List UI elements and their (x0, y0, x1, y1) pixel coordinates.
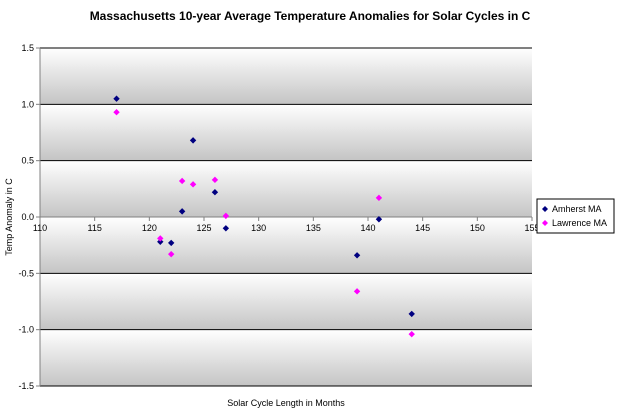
x-tick-label: 120 (142, 223, 157, 233)
plot-band (40, 217, 532, 274)
y-tick-label: -1.5 (18, 381, 34, 391)
y-tick-label: 0.5 (21, 156, 34, 166)
plot-band (40, 329, 532, 386)
y-tick-label: 0.0 (21, 212, 34, 222)
data-point-amherst-ma (408, 310, 415, 318)
y-tick-label: 1.5 (21, 43, 34, 53)
data-point-lawrence-ma (353, 288, 361, 295)
y-tick-label: -1.0 (18, 325, 34, 335)
chart-title: Massachusetts 10-year Average Temperatur… (90, 9, 531, 23)
data-point-lawrence-ma (157, 235, 164, 242)
y-tick-label: -0.5 (18, 268, 34, 278)
plot-band (40, 104, 532, 161)
y-tick-label: 1.0 (21, 99, 34, 109)
plot-band (40, 48, 532, 105)
x-tick-label: 150 (470, 223, 485, 233)
legend-marker (542, 206, 548, 212)
y-axis-ticks: 1.5 1.0 0.5 0.0 -0.5 -1.0 -1.5 (18, 43, 40, 391)
legend-marker (542, 220, 548, 226)
legend-entry: Amherst MA (552, 204, 602, 214)
data-point-lawrence-ma (189, 181, 197, 188)
data-point-lawrence-ma (222, 212, 230, 220)
data-point-lawrence-ma (178, 177, 186, 185)
x-tick-label: 125 (196, 223, 211, 233)
data-point-amherst-ma (189, 137, 197, 144)
x-tick-label: 145 (415, 223, 430, 233)
plot-band (40, 160, 532, 217)
plot-area (40, 48, 532, 386)
data-point-amherst-ma (375, 216, 383, 223)
x-tick-label: 130 (251, 223, 266, 233)
x-tick-label: 110 (33, 223, 47, 233)
y-axis-label: Temp Anomaly in C (4, 178, 14, 256)
data-point-lawrence-ma (168, 250, 175, 258)
data-point-amherst-ma (168, 239, 175, 247)
data-points (113, 95, 415, 338)
x-tick-label: 115 (87, 223, 101, 233)
x-tick-label: 155 (524, 223, 539, 233)
legend: Amherst MA Lawrence MA (536, 198, 615, 234)
x-axis-ticks: 110 115 120 125 130 135 140 145 150 155 (33, 217, 540, 233)
data-point-amherst-ma (178, 208, 186, 215)
data-point-lawrence-ma (375, 194, 383, 202)
data-point-amherst-ma (353, 252, 361, 259)
x-axis-label: Solar Cycle Length in Months (227, 398, 345, 408)
data-point-amherst-ma (211, 189, 219, 196)
data-point-lawrence-ma (408, 330, 415, 338)
legend-entry: Lawrence MA (552, 218, 607, 228)
data-point-amherst-ma (157, 238, 164, 245)
data-point-lawrence-ma (113, 109, 120, 116)
data-point-amherst-ma (113, 95, 120, 102)
x-tick-label: 135 (306, 223, 321, 233)
legend-box (536, 198, 615, 234)
data-point-amherst-ma (222, 225, 230, 232)
data-point-lawrence-ma (211, 176, 219, 184)
x-tick-label: 140 (360, 223, 375, 233)
plot-band (40, 273, 532, 330)
